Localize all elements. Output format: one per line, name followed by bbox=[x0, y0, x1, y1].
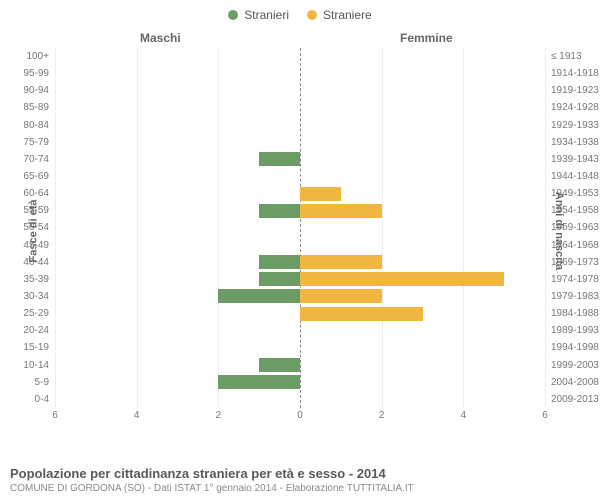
legend: Stranieri Straniere bbox=[0, 0, 600, 26]
birth-label: 1999-2003 bbox=[551, 357, 599, 374]
bar-male bbox=[218, 289, 300, 303]
row-5-9: 5-92004-2008 bbox=[55, 374, 545, 391]
birth-label: 1934-1938 bbox=[551, 134, 599, 151]
age-label: 55-59 bbox=[23, 202, 49, 219]
row-75-79: 75-791934-1938 bbox=[55, 134, 545, 151]
chart-footer: Popolazione per cittadinanza straniera p… bbox=[10, 466, 590, 494]
row-25-29: 25-291984-1988 bbox=[55, 305, 545, 322]
swatch-male bbox=[228, 10, 238, 20]
x-tick: 4 bbox=[461, 410, 467, 421]
birth-label: 1924-1928 bbox=[551, 99, 599, 116]
age-label: 100+ bbox=[26, 48, 49, 65]
bar-female bbox=[300, 272, 504, 286]
birth-label: 1989-1993 bbox=[551, 322, 599, 339]
age-label: 35-39 bbox=[23, 271, 49, 288]
swatch-female bbox=[307, 10, 317, 20]
footer-subtitle: COMUNE DI GORDONA (SO) - Dati ISTAT 1° g… bbox=[10, 483, 590, 494]
row-10-14: 10-141999-2003 bbox=[55, 357, 545, 374]
x-tick: 2 bbox=[379, 410, 385, 421]
age-label: 60-64 bbox=[23, 185, 49, 202]
chart-area: Maschi Femmine Fasce di età Anni di nasc… bbox=[0, 26, 600, 436]
row-95-99: 95-991914-1918 bbox=[55, 65, 545, 82]
row-0-4: 0-42009-2013 bbox=[55, 391, 545, 408]
row-50-54: 50-541959-1963 bbox=[55, 219, 545, 236]
x-axis-ticks: 6 4 2 0 2 4 6 bbox=[55, 410, 545, 428]
birth-label: 2009-2013 bbox=[551, 391, 599, 408]
legend-label-male: Stranieri bbox=[244, 8, 289, 22]
row-85-89: 85-891924-1928 bbox=[55, 99, 545, 116]
row-40-44: 40-441969-1973 bbox=[55, 254, 545, 271]
birth-label: 1919-1923 bbox=[551, 82, 599, 99]
row-55-59: 55-591954-1958 bbox=[55, 202, 545, 219]
birth-label: 1974-1978 bbox=[551, 271, 599, 288]
x-tick: 6 bbox=[52, 410, 58, 421]
age-label: 0-4 bbox=[35, 391, 49, 408]
bar-male bbox=[259, 255, 300, 269]
age-label: 65-69 bbox=[23, 168, 49, 185]
bar-male bbox=[259, 204, 300, 218]
x-tick: 2 bbox=[216, 410, 222, 421]
birth-label: 1984-1988 bbox=[551, 305, 599, 322]
birth-label: 1944-1948 bbox=[551, 168, 599, 185]
legend-label-female: Straniere bbox=[323, 8, 372, 22]
age-label: 20-24 bbox=[23, 322, 49, 339]
birth-label: 1959-1963 bbox=[551, 219, 599, 236]
age-label: 15-19 bbox=[23, 339, 49, 356]
bar-male bbox=[259, 152, 300, 166]
age-label: 45-49 bbox=[23, 237, 49, 254]
birth-label: 1979-1983 bbox=[551, 288, 599, 305]
gridline bbox=[545, 48, 546, 408]
age-label: 85-89 bbox=[23, 99, 49, 116]
legend-item-male: Stranieri bbox=[228, 8, 289, 22]
row-30-34: 30-341979-1983 bbox=[55, 288, 545, 305]
row-20-24: 20-241989-1993 bbox=[55, 322, 545, 339]
bar-female bbox=[300, 255, 382, 269]
x-tick: 4 bbox=[134, 410, 140, 421]
age-label: 75-79 bbox=[23, 134, 49, 151]
age-label: 50-54 bbox=[23, 219, 49, 236]
bar-female bbox=[300, 187, 341, 201]
age-label: 10-14 bbox=[23, 357, 49, 374]
age-label: 40-44 bbox=[23, 254, 49, 271]
legend-item-female: Straniere bbox=[307, 8, 372, 22]
age-label: 70-74 bbox=[23, 151, 49, 168]
birth-label: 2004-2008 bbox=[551, 374, 599, 391]
row-100+: 100+≤ 1913 bbox=[55, 48, 545, 65]
row-65-69: 65-691944-1948 bbox=[55, 168, 545, 185]
x-tick: 6 bbox=[542, 410, 548, 421]
birth-label: 1929-1933 bbox=[551, 117, 599, 134]
row-60-64: 60-641949-1953 bbox=[55, 185, 545, 202]
x-tick: 0 bbox=[297, 410, 303, 421]
bar-female bbox=[300, 307, 423, 321]
age-label: 30-34 bbox=[23, 288, 49, 305]
bar-male bbox=[259, 272, 300, 286]
birth-label: 1969-1973 bbox=[551, 254, 599, 271]
header-femmine: Femmine bbox=[400, 31, 453, 45]
bar-male bbox=[259, 358, 300, 372]
bar-female bbox=[300, 204, 382, 218]
birth-label: 1949-1953 bbox=[551, 185, 599, 202]
birth-label: 1939-1943 bbox=[551, 151, 599, 168]
row-15-19: 15-191994-1998 bbox=[55, 339, 545, 356]
row-70-74: 70-741939-1943 bbox=[55, 151, 545, 168]
birth-label: 1994-1998 bbox=[551, 339, 599, 356]
birth-label: 1914-1918 bbox=[551, 65, 599, 82]
birth-label: ≤ 1913 bbox=[551, 48, 582, 65]
row-80-84: 80-841929-1933 bbox=[55, 117, 545, 134]
age-label: 80-84 bbox=[23, 117, 49, 134]
age-label: 90-94 bbox=[23, 82, 49, 99]
row-35-39: 35-391974-1978 bbox=[55, 271, 545, 288]
footer-title: Popolazione per cittadinanza straniera p… bbox=[10, 466, 590, 481]
row-90-94: 90-941919-1923 bbox=[55, 82, 545, 99]
bar-male bbox=[218, 375, 300, 389]
plot-area: 100+≤ 191395-991914-191890-941919-192385… bbox=[55, 48, 545, 408]
bar-female bbox=[300, 289, 382, 303]
header-maschi: Maschi bbox=[140, 31, 181, 45]
row-45-49: 45-491964-1968 bbox=[55, 237, 545, 254]
age-label: 25-29 bbox=[23, 305, 49, 322]
birth-label: 1954-1958 bbox=[551, 202, 599, 219]
birth-label: 1964-1968 bbox=[551, 237, 599, 254]
age-label: 95-99 bbox=[23, 65, 49, 82]
age-label: 5-9 bbox=[35, 374, 49, 391]
